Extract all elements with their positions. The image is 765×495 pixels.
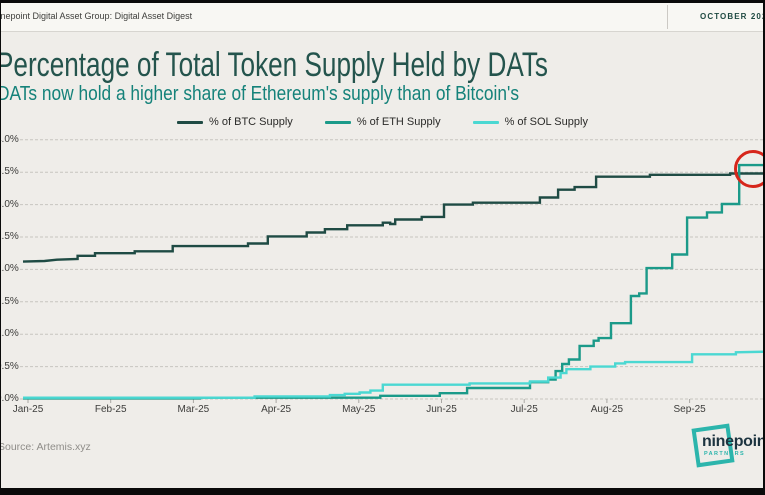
eth-line: [23, 163, 765, 400]
x-axis-label: Jul-25: [510, 404, 538, 415]
frame-edge-bottom: [0, 488, 765, 495]
frame-edge-right: [763, 0, 765, 495]
header-divider: [667, 5, 668, 29]
crossover-annotation-circle: [734, 149, 765, 188]
legend-item-sol: % of SOL Supply: [472, 116, 588, 128]
source-note: Source: Artemis.xyz: [0, 441, 91, 453]
y-axis-label: 1.0%: [0, 328, 19, 340]
header-bar: Ninepoint Digital Asset Group: Digital A…: [0, 3, 765, 32]
y-axis-label: 4.0%: [0, 133, 19, 145]
y-axis-label: 3.0%: [0, 198, 19, 210]
page-subtitle: DATs now hold a higher share of Ethereum…: [0, 83, 519, 105]
header-date: OCTOBER 2025: [700, 12, 765, 21]
y-axis-label: 1.5%: [0, 295, 19, 307]
x-axis-label: Feb-25: [94, 404, 127, 415]
y-axis-label: 0.5%: [0, 360, 19, 372]
legend-item-eth: % of ETH Supply: [324, 116, 441, 128]
frame-edge-left: [0, 0, 1, 495]
sol-line-swatch: [472, 120, 499, 124]
x-axis-label: Aug-25: [590, 404, 624, 415]
frame-edge-top: [0, 0, 765, 3]
legend-item-btc: % of BTC Supply: [177, 116, 293, 128]
x-axis-label: Mar-25: [177, 404, 210, 415]
sol-line: [23, 350, 765, 399]
x-axis-label: Jan-25: [12, 404, 44, 415]
y-axis-label: 2.0%: [0, 263, 19, 275]
btc-line: [22, 172, 765, 263]
y-axis-label: 3.5%: [0, 166, 19, 178]
chart-legend: % of BTC Supply % of ETH Supply % of SOL…: [0, 114, 765, 130]
page-title: Percentage of Total Token Supply Held by…: [0, 46, 548, 84]
legend-label-btc: % of BTC Supply: [209, 116, 293, 128]
legend-label-eth: % of ETH Supply: [356, 116, 441, 128]
x-axis-label: Jun-25: [426, 404, 457, 415]
legend-label-sol: % of SOL Supply: [504, 116, 588, 128]
x-axis-label: May-25: [342, 404, 376, 415]
header-publication-title: Ninepoint Digital Asset Group: Digital A…: [0, 11, 193, 21]
x-axis-label: Apr-25: [261, 404, 292, 415]
ninepoint-logo: ninepoint PARTNERS: [688, 420, 765, 480]
logo-subbrand-text: PARTNERS: [704, 451, 746, 457]
page-subtitle-wrap: DATs now hold a higher share of Ethereum…: [0, 83, 519, 105]
y-axis-label: 0.0%: [0, 393, 19, 404]
page-title-wrap: Percentage of Total Token Supply Held by…: [0, 46, 548, 84]
y-axis-label: 2.5%: [0, 231, 19, 242]
x-axis-label: Sep-25: [673, 404, 706, 415]
btc-line-swatch: [177, 120, 204, 124]
logo-brand-text: ninepoint: [702, 433, 765, 450]
eth-line-swatch: [324, 120, 351, 124]
